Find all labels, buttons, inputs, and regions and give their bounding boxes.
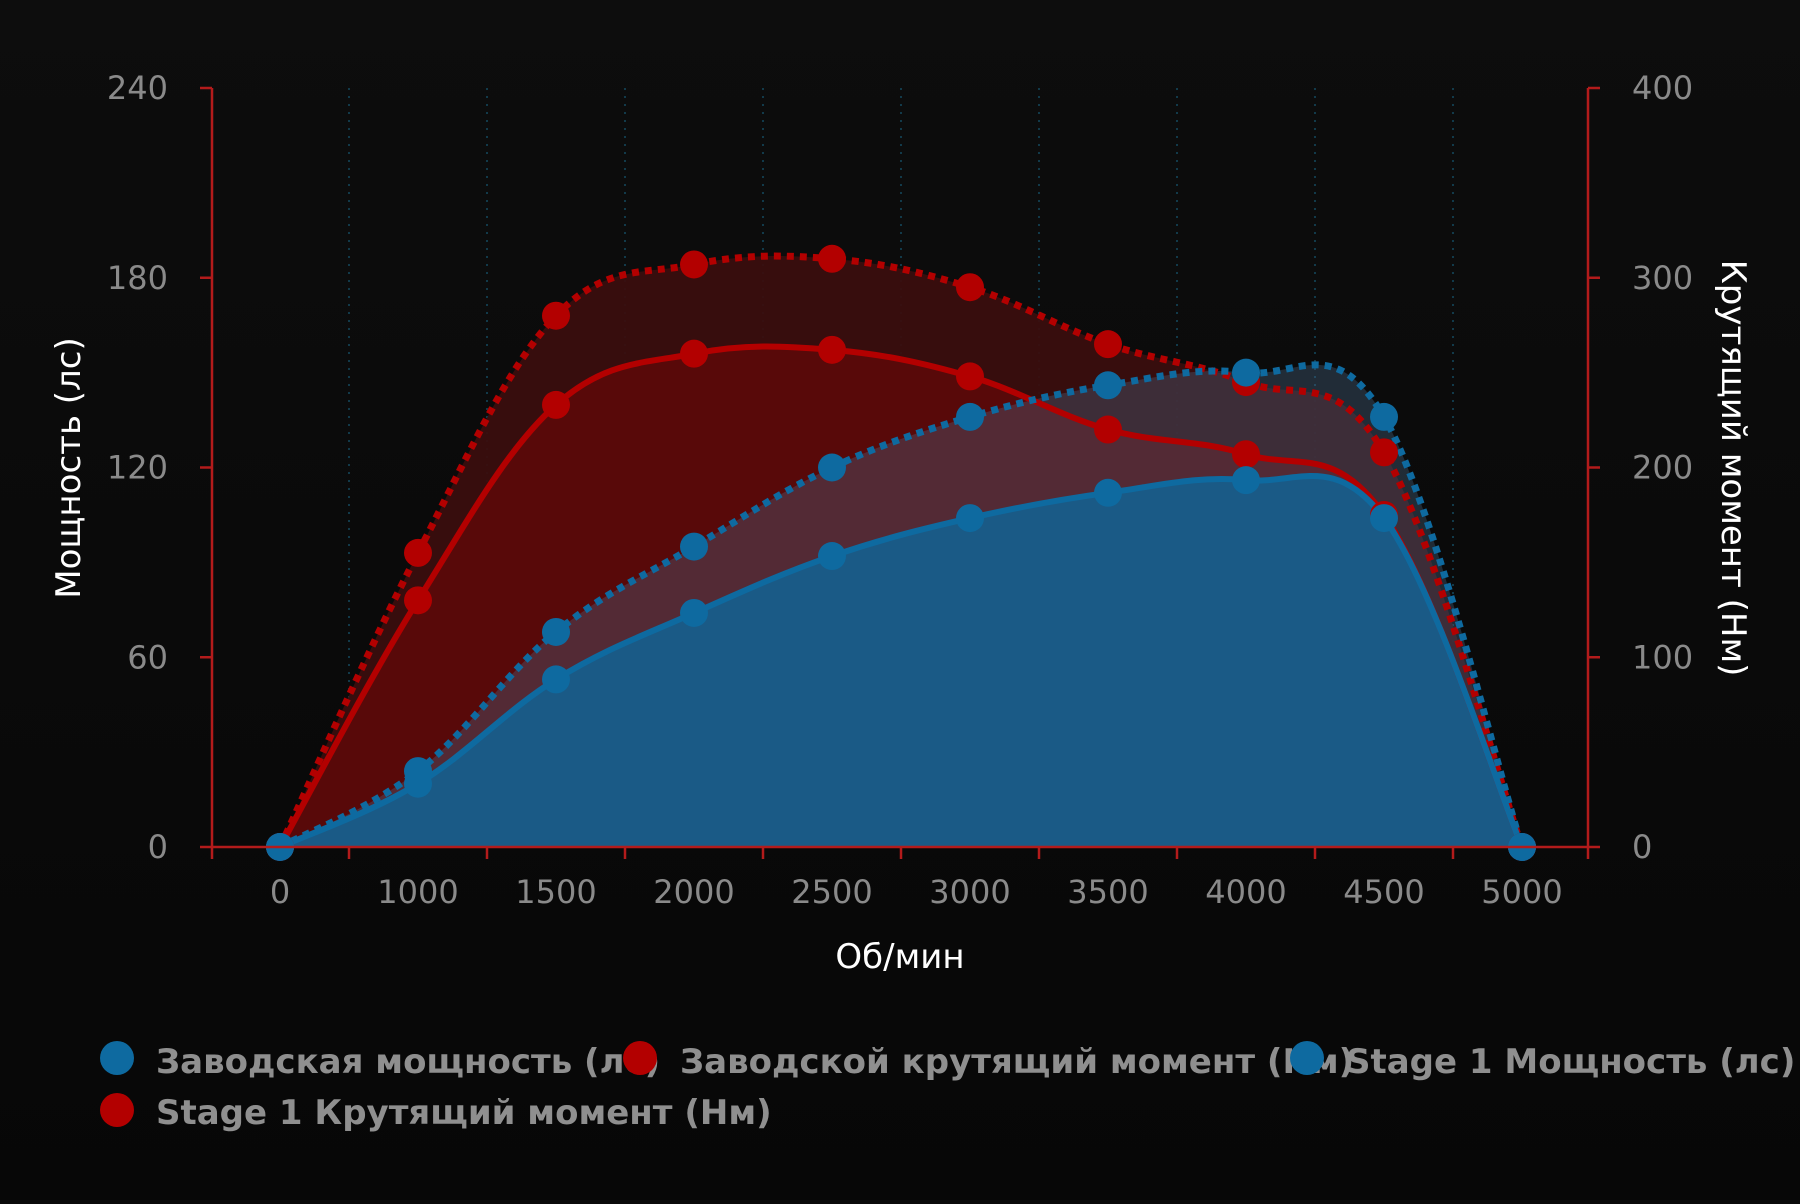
data-point xyxy=(542,390,570,419)
y-axis-left-title: Мощность (лс) xyxy=(49,337,89,599)
data-point xyxy=(1094,415,1122,444)
y-left-tick-label: 120 xyxy=(107,449,168,487)
data-point xyxy=(1232,358,1260,387)
data-point xyxy=(542,665,570,694)
legend-swatch xyxy=(623,1041,657,1075)
data-point xyxy=(680,250,708,279)
data-point xyxy=(680,339,708,368)
legend-label: Stage 1 Крутящий момент (Нм) xyxy=(156,1093,772,1133)
x-tick-label: 1000 xyxy=(377,873,458,911)
legend-label: Stage 1 Мощность (лс) xyxy=(1346,1042,1795,1082)
x-tick-label: 1500 xyxy=(515,873,596,911)
y-left-tick-label: 240 xyxy=(107,69,168,107)
legend-swatch xyxy=(100,1093,134,1127)
x-axis-title: Об/мин xyxy=(835,937,964,977)
x-tick-label: 0 xyxy=(270,873,290,911)
x-tick-label: 4000 xyxy=(1205,873,1286,911)
series-points xyxy=(266,244,1536,861)
y-right-tick-label: 400 xyxy=(1632,69,1693,107)
data-point xyxy=(1232,466,1260,495)
data-point xyxy=(680,598,708,627)
y-right-tick-label: 200 xyxy=(1632,449,1693,487)
data-point xyxy=(818,542,846,571)
data-point xyxy=(956,504,984,533)
data-point xyxy=(956,402,984,431)
y-right-tick-label: 0 xyxy=(1632,828,1652,866)
legend-swatch xyxy=(1290,1041,1324,1075)
data-point xyxy=(1232,440,1260,469)
area-fills xyxy=(280,256,1522,847)
legend-label: Заводская мощность (лс) xyxy=(156,1042,660,1082)
data-point xyxy=(818,453,846,482)
legend-swatch xyxy=(100,1041,134,1075)
y-left-tick-label: 0 xyxy=(148,828,168,866)
x-tick-label: 5000 xyxy=(1481,873,1562,911)
x-tick-label: 2500 xyxy=(791,873,872,911)
legend: Заводская мощность (лс) Заводской крутящ… xyxy=(100,1041,1795,1133)
data-point xyxy=(680,532,708,561)
x-tick-label: 2000 xyxy=(653,873,734,911)
data-point xyxy=(1370,402,1398,431)
data-point xyxy=(818,244,846,273)
data-point xyxy=(956,273,984,302)
series-line-3 xyxy=(276,252,1526,849)
data-point xyxy=(1094,478,1122,507)
data-point xyxy=(1370,438,1398,467)
data-point xyxy=(1094,371,1122,400)
y-right-tick-label: 100 xyxy=(1632,638,1693,676)
series-line-0 xyxy=(277,473,1525,850)
data-point xyxy=(818,335,846,364)
legend-item[interactable]: Stage 1 Мощность (лс) xyxy=(1290,1041,1795,1082)
y-axis-right-title: Крутящий момент (Нм) xyxy=(1713,260,1753,677)
data-point xyxy=(542,617,570,646)
data-point xyxy=(956,362,984,391)
data-point xyxy=(1370,504,1398,533)
x-tick-label: 4500 xyxy=(1343,873,1424,911)
x-tick-label: 3000 xyxy=(929,873,1010,911)
x-tick-label: 3500 xyxy=(1067,873,1148,911)
y-right-tick-label: 300 xyxy=(1632,259,1693,297)
data-point xyxy=(542,301,570,330)
legend-item[interactable]: Заводской крутящий момент (Нм) xyxy=(623,1041,1354,1082)
series-area-0 xyxy=(280,476,1522,847)
data-point xyxy=(1094,330,1122,359)
data-point xyxy=(404,586,432,615)
legend-item[interactable]: Заводская мощность (лс) xyxy=(100,1041,660,1082)
data-point xyxy=(404,769,432,798)
y-left-tick-label: 180 xyxy=(107,259,168,297)
legend-item[interactable]: Stage 1 Крутящий момент (Нм) xyxy=(100,1093,772,1133)
y-left-tick-label: 60 xyxy=(127,638,168,676)
series-line-1 xyxy=(277,343,1525,850)
data-point xyxy=(404,538,432,567)
legend-label: Заводской крутящий момент (Нм) xyxy=(680,1042,1354,1082)
